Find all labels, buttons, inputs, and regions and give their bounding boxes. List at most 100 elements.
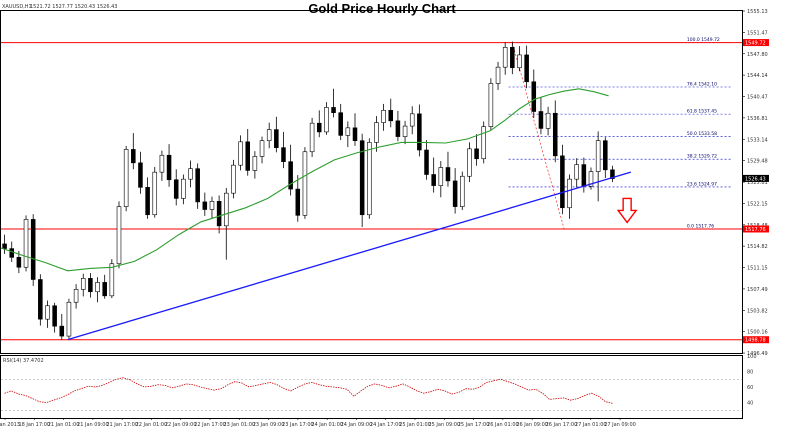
candle-body xyxy=(145,187,150,216)
candle-body xyxy=(216,201,222,227)
fib-label: 61.8 1537.45 xyxy=(687,109,717,115)
candle-body xyxy=(116,206,122,265)
candle-body xyxy=(603,140,608,171)
candle-body xyxy=(23,219,29,268)
candle-body xyxy=(102,282,107,297)
candle-body xyxy=(309,122,315,153)
rsi-indicator: 100 80 60 40 xyxy=(1,354,757,411)
candle-body xyxy=(610,169,615,179)
x-tick-label: 21 Jan 17:00 xyxy=(106,422,138,428)
x-tick-label: 25 Jan 01:00 xyxy=(399,422,431,428)
candle-body xyxy=(574,164,579,180)
candle-body xyxy=(352,127,358,141)
y-tick-label: 1522.15 xyxy=(747,201,768,207)
candle-body xyxy=(502,47,508,68)
candle-body xyxy=(481,126,486,160)
candle-body xyxy=(131,149,136,164)
candle-body xyxy=(331,107,336,113)
chart-title: Gold Price Hourly Chart xyxy=(308,1,456,16)
support-price-label: 1517.76 xyxy=(745,227,766,233)
down-arrow-icon xyxy=(616,197,638,224)
x-tick-label: 23 Jan 01:00 xyxy=(223,422,255,428)
candle-body xyxy=(517,54,522,69)
trend-line xyxy=(67,171,632,341)
fib-label: 76.4 1542.10 xyxy=(687,82,717,88)
candle-body xyxy=(30,219,36,280)
support-price-label-bg xyxy=(743,225,769,233)
y-tick-label: 1503.82 xyxy=(747,308,768,314)
candle-body xyxy=(166,154,172,181)
candle-body xyxy=(474,148,479,160)
y-tick-label: 1496.49 xyxy=(747,351,768,357)
current-price-label: 1526.43 xyxy=(745,176,766,182)
candle-body xyxy=(316,122,322,133)
fib-label: 0.0 1517.76 xyxy=(687,223,714,229)
candle-body xyxy=(231,164,236,194)
candle-body xyxy=(288,161,293,190)
arrow-shape xyxy=(616,197,638,224)
candle-body xyxy=(438,167,444,186)
candle-body xyxy=(388,110,394,122)
candle-body xyxy=(224,192,229,227)
candle-body xyxy=(467,148,472,177)
price-labels: 1549.72 1526.43 1517.76 1498.78 xyxy=(743,39,769,344)
rsi-label: RSI(14) 37.4702 xyxy=(3,358,44,364)
candle-body xyxy=(2,243,7,249)
x-tick-label: 18 Jan 2013 xyxy=(0,422,20,428)
y-tick-label: 1544.14 xyxy=(747,73,768,79)
horizontal-lines xyxy=(1,42,742,341)
candle-body xyxy=(452,180,458,207)
rsi-tick-label: 80 xyxy=(747,370,753,376)
candle-body xyxy=(567,178,572,209)
candle-body xyxy=(195,168,200,203)
y-tick-label: 1511.15 xyxy=(747,266,768,272)
candle-body xyxy=(202,201,208,210)
candle-body xyxy=(45,305,50,320)
candle-body xyxy=(252,156,258,171)
candle-body xyxy=(73,289,79,303)
candle-body xyxy=(38,279,43,320)
fib-label: 50.0 1533.58 xyxy=(687,131,717,137)
y-tick-label: 1536.81 xyxy=(747,116,768,122)
candle-body xyxy=(181,178,186,199)
x-tick-label: 26 Jan 01:00 xyxy=(487,422,519,428)
candle-body xyxy=(59,325,65,337)
candle-body xyxy=(245,141,250,171)
candle-body xyxy=(595,140,601,172)
candle-body xyxy=(409,113,415,127)
ohlc-label: 1521.72 1527.77 1520.43 1526.43 xyxy=(30,4,117,10)
candles xyxy=(2,41,615,341)
rsi-tick-label: 40 xyxy=(747,401,753,407)
candle-body xyxy=(259,140,265,157)
candle-body xyxy=(588,171,594,187)
candle-body xyxy=(402,125,408,137)
high-price-label-bg xyxy=(743,39,769,47)
candle-body xyxy=(488,83,494,127)
candle-body xyxy=(395,120,401,137)
fib-diagonal xyxy=(512,42,565,230)
candle-body xyxy=(109,263,115,297)
candle-body xyxy=(80,278,86,290)
y-tick-label: 1525.81 xyxy=(747,180,768,186)
x-tick-label: 22 Jan 01:00 xyxy=(136,422,168,428)
high-price-label: 1549.72 xyxy=(745,41,766,47)
fib-label: 100.0 1549.72 xyxy=(687,37,720,43)
x-tick-label: 23 Jan 09:00 xyxy=(253,422,285,428)
candle-body xyxy=(524,54,529,83)
candle-body xyxy=(374,122,379,143)
y-tick-label: 1529.48 xyxy=(747,159,768,165)
y-tick-label: 1514.82 xyxy=(747,244,768,250)
candle-body xyxy=(495,66,501,84)
x-tick-label: 21 Jan 01:00 xyxy=(48,422,80,428)
candle-body xyxy=(188,168,193,180)
indicator-panel-frame xyxy=(0,355,743,419)
candle-body xyxy=(552,112,558,157)
candle-body xyxy=(173,179,179,199)
x-tick-label: 23 Jan 17:00 xyxy=(282,422,314,428)
candle-body xyxy=(581,164,587,187)
y-axis: 1555.13 1551.47 1547.80 1544.14 1540.47 1536.… xyxy=(742,9,768,357)
candle-body xyxy=(381,110,386,123)
candle-body xyxy=(88,278,93,293)
x-tick-label: 27 Jan 09:00 xyxy=(604,422,636,428)
